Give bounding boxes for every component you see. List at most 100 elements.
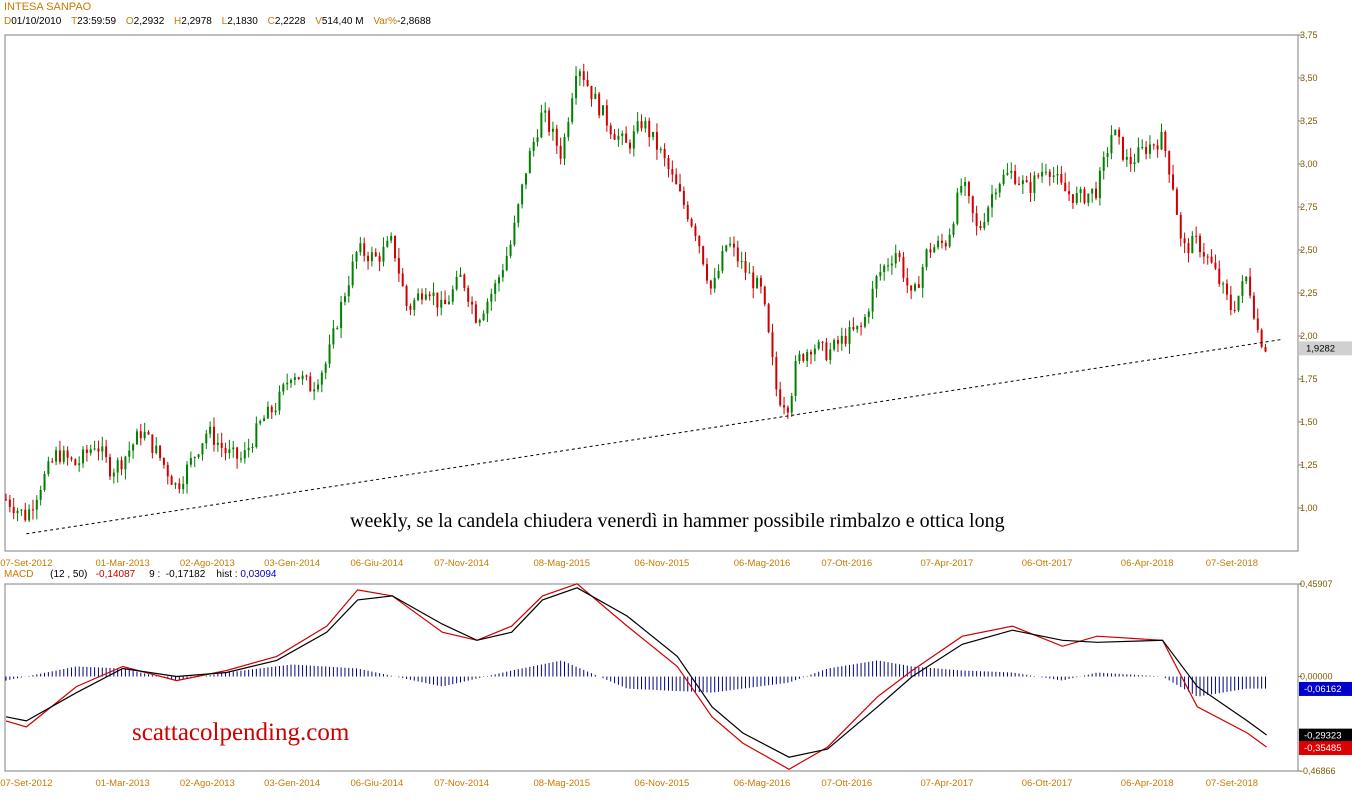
candle-body	[813, 348, 816, 355]
price-y-tick-label: 1,75	[1300, 374, 1318, 384]
candle-body	[340, 302, 343, 329]
candle-body	[702, 246, 705, 265]
candle-body	[991, 194, 994, 208]
price-y-tick-label: 2,75	[1300, 202, 1318, 212]
candle-body	[979, 226, 982, 229]
candle-body	[917, 284, 920, 288]
candle-body	[505, 255, 508, 271]
candle-body	[759, 278, 762, 287]
candle-body	[809, 351, 812, 355]
candle-body	[370, 252, 373, 262]
candle-body	[1145, 147, 1148, 154]
candle-body	[1241, 281, 1244, 296]
candle-body	[613, 134, 616, 140]
candle-body	[883, 265, 886, 273]
candle-body	[559, 145, 562, 159]
field-key-0: D	[4, 16, 12, 27]
candle-body	[328, 344, 331, 364]
candle-body	[205, 433, 208, 444]
candle-body	[266, 406, 269, 419]
candle-body	[1252, 295, 1255, 319]
macd-params: (12 , 50)	[50, 569, 88, 580]
candle-body	[794, 361, 797, 396]
candle-body	[1125, 156, 1128, 160]
candle-body	[840, 335, 843, 344]
candle-body	[736, 247, 739, 262]
candle-body	[698, 236, 701, 247]
candle-body	[636, 121, 639, 132]
candle-body	[1199, 235, 1202, 253]
candle-body	[1187, 243, 1190, 254]
candle-body	[1245, 276, 1248, 282]
candle-body	[605, 105, 608, 126]
signal-value: -0,17182	[165, 569, 206, 580]
candle-body	[417, 293, 420, 301]
candle-body	[382, 246, 385, 262]
candle-body	[806, 351, 809, 361]
candle-body	[482, 313, 485, 321]
candle-body	[162, 457, 165, 465]
candle-body	[440, 299, 443, 308]
candle-body	[159, 445, 162, 458]
price-y-tick-label: 3,25	[1300, 116, 1318, 126]
candle-body	[151, 434, 154, 453]
candle-body	[732, 243, 735, 248]
candle-body	[625, 133, 628, 143]
price-y-tick-label: 3,50	[1300, 73, 1318, 83]
candle-body	[1114, 129, 1117, 136]
candle-body	[112, 472, 115, 477]
candle-body	[128, 450, 131, 457]
field-key-4: L	[221, 16, 228, 27]
price-y-tick-label: 3,75	[1300, 30, 1318, 40]
candle-body	[224, 447, 227, 454]
candle-body	[667, 158, 670, 170]
price-x-tick-label: 07-Ott-2016	[821, 558, 872, 569]
candle-body	[293, 377, 296, 380]
candle-body	[12, 507, 15, 514]
candle-body	[1010, 171, 1013, 173]
candle-body	[1233, 310, 1236, 312]
candle-body	[998, 183, 1001, 193]
candle-body	[1052, 175, 1055, 177]
candle-body	[463, 274, 466, 288]
candle-body	[682, 190, 685, 206]
candle-body	[521, 184, 524, 205]
candle-body	[798, 354, 801, 362]
candle-body	[706, 264, 709, 281]
candle-body	[802, 354, 805, 361]
candle-body	[871, 288, 874, 312]
candle-body	[910, 285, 913, 291]
macd-panel-frame	[4, 583, 1299, 772]
candle-body	[1264, 347, 1267, 352]
candle-body	[887, 265, 890, 267]
candle-body	[763, 286, 766, 305]
candle-body	[775, 357, 778, 390]
candle-body	[836, 340, 839, 344]
candle-body	[1121, 136, 1124, 160]
candle-body	[35, 499, 38, 510]
candle-body	[1091, 188, 1094, 194]
macd-x-tick-label: 07-Ott-2016	[821, 778, 872, 789]
candle-body	[536, 137, 539, 142]
candle-body	[1137, 147, 1140, 163]
candle-body	[359, 243, 362, 253]
candle-body	[251, 447, 254, 449]
macd-x-tick-label: 03-Gen-2014	[264, 778, 320, 789]
candle-body	[1033, 175, 1036, 193]
candle-body	[748, 272, 751, 274]
candle-body	[336, 328, 339, 330]
candle-body	[1079, 189, 1082, 194]
brand-text: scattacolpending.com	[132, 719, 350, 746]
candle-body	[282, 384, 285, 392]
price-x-tick-label: 01-Mar-2013	[95, 558, 149, 569]
candle-body	[902, 257, 905, 278]
candle-body	[929, 249, 932, 253]
candle-body	[675, 174, 678, 185]
price-x-tick-label: 07-Nov-2014	[434, 558, 489, 569]
candle-body	[644, 120, 647, 129]
candle-body	[290, 379, 293, 383]
candle-body	[1183, 238, 1186, 244]
field-key-3: H	[174, 16, 182, 27]
price-x-tick-label: 08-Mag-2015	[533, 558, 590, 569]
